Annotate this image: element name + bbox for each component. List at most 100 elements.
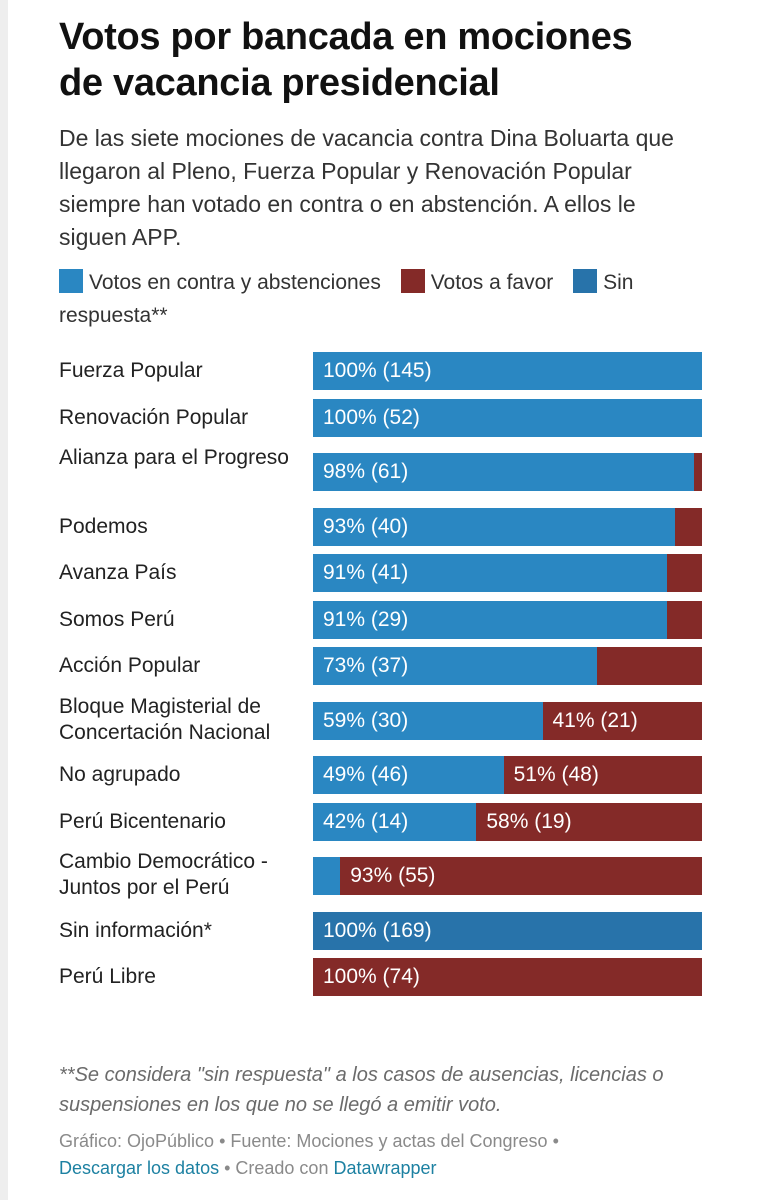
data-label: 59% (30) bbox=[323, 708, 409, 732]
row-label: Fuerza Popular bbox=[59, 359, 203, 382]
bar-row: Bloque Magisterial de Concertación Nacio… bbox=[59, 694, 702, 748]
download-data-link[interactable]: Descargar los datos bbox=[59, 1158, 220, 1178]
legend-item-sin: Sin respuesta** bbox=[59, 269, 634, 327]
row-label: Avanza País bbox=[59, 561, 177, 584]
data-label: 58% (19) bbox=[486, 809, 572, 833]
bar-segment-favor bbox=[542, 701, 702, 740]
legend-label-contra: Votos en contra y abstenciones bbox=[89, 271, 381, 294]
bar-segment-sin bbox=[313, 911, 702, 950]
data-label: 91% (41) bbox=[323, 561, 409, 584]
bar-segment-contra bbox=[313, 352, 702, 390]
chart-footer: Gráfico: OjoPúblico • Fuente: Mociones y… bbox=[59, 1128, 709, 1182]
bar-segment-contra bbox=[313, 507, 675, 546]
chart-subtitle: De las siete mociones de vacancia contra… bbox=[59, 125, 674, 250]
bar-segment-contra bbox=[313, 600, 667, 639]
bar-row: Acción Popular 73% (37) bbox=[59, 647, 702, 685]
bar-segment-favor bbox=[596, 647, 702, 685]
footer-separator: • bbox=[547, 1131, 559, 1151]
data-label: 91% (29) bbox=[323, 607, 409, 631]
chart-title: Votos por bancada en mociones de vacanci… bbox=[59, 14, 709, 106]
stacked-bar-chart: Fuerza Popular 100% (145) Renovación Popul… bbox=[59, 352, 709, 1012]
footer-separator: • bbox=[214, 1131, 231, 1151]
bar-track: 100% (52) bbox=[313, 398, 702, 437]
bar-track: 100% (169) bbox=[313, 911, 702, 950]
data-label: 49% (46) bbox=[323, 763, 409, 786]
title-line-2: de vacancia presidencial bbox=[59, 62, 500, 104]
legend-label-sin: Sin respuesta** bbox=[59, 271, 634, 327]
bar-row: Podemos 93% (40) bbox=[59, 507, 702, 546]
bar-segment-favor bbox=[503, 756, 702, 794]
data-label: 42% (14) bbox=[323, 809, 409, 833]
bar-segment-favor bbox=[340, 857, 702, 895]
row-label: No agrupado bbox=[59, 763, 181, 786]
bar-track: 42% (14) 58% (19) bbox=[313, 802, 702, 841]
bar-track: 91% (41) bbox=[313, 554, 702, 592]
datawrapper-link[interactable]: Datawrapper bbox=[333, 1158, 437, 1178]
footer-separator: • bbox=[219, 1158, 236, 1178]
row-label: Sin información* bbox=[59, 918, 212, 942]
bar-row: Cambio Democrático - Juntos por el Perú 9… bbox=[59, 849, 702, 903]
bar-row: Renovación Popular 100% (52) bbox=[59, 398, 702, 437]
bar-track: 100% (74) bbox=[313, 958, 702, 996]
legend: Votos en contra y abstenciones Votos a f… bbox=[59, 266, 709, 332]
bar-segment-favor bbox=[666, 600, 702, 639]
legend-item-contra: Votos en contra y abstenciones bbox=[59, 269, 381, 294]
row-label: Renovación Popular bbox=[59, 405, 249, 429]
row-label: Perú Bicentenario bbox=[59, 809, 226, 833]
bar-row: Perú Libre 100% (74) bbox=[59, 958, 702, 996]
bar-segment-contra bbox=[313, 398, 702, 437]
bar-row: Sin información* 100% (169) bbox=[59, 911, 702, 950]
bar-segment-favor bbox=[476, 802, 702, 841]
footnote: **Se considera "sin respuesta" a los cas… bbox=[59, 1064, 664, 1116]
row-label: Perú Libre bbox=[59, 965, 156, 988]
bar-track: 49% (46) 51% (48) bbox=[313, 756, 702, 794]
bar-track: 98% (61) bbox=[313, 453, 702, 491]
bar-row: Alianza para el Progreso 98% (61) bbox=[59, 445, 702, 499]
bar-segment-favor bbox=[313, 958, 702, 996]
legend-swatch-favor bbox=[400, 269, 425, 293]
bar-segment-favor bbox=[666, 554, 702, 592]
footer-credit: Gráfico: OjoPúblico bbox=[59, 1131, 215, 1151]
footer-source: Fuente: Mociones y actas del Congreso bbox=[230, 1131, 548, 1151]
data-label: 93% (40) bbox=[323, 514, 409, 538]
data-label: 51% (48) bbox=[513, 763, 599, 786]
bar-segment-favor bbox=[674, 507, 702, 546]
bar-track: 93% (40) bbox=[313, 507, 702, 546]
title-line-1: Votos por bancada en mociones bbox=[59, 16, 633, 58]
bar-segment-contra bbox=[313, 857, 341, 895]
row-label: Cambio Democrático - Juntos por el Perú bbox=[59, 850, 268, 899]
bar-segment-favor bbox=[694, 453, 702, 491]
bar-segment-contra bbox=[313, 453, 695, 491]
legend-swatch-sin bbox=[573, 269, 598, 293]
data-label: 100% (169) bbox=[323, 918, 432, 942]
data-label: 100% (145) bbox=[323, 359, 432, 382]
data-label: 100% (52) bbox=[323, 405, 420, 429]
data-label: 41% (21) bbox=[552, 708, 638, 732]
bar-segment-contra bbox=[313, 701, 543, 740]
bar-row: No agrupado 49% (46) 51% (48) bbox=[59, 756, 702, 794]
legend-item-favor: Votos a favor bbox=[400, 269, 554, 294]
data-label: 98% (61) bbox=[323, 460, 409, 483]
bar-track: 91% (29) bbox=[313, 600, 702, 639]
row-label: Bloque Magisterial de Concertación Nacio… bbox=[59, 694, 271, 744]
bar-row: Perú Bicentenario 42% (14) 58% (19) bbox=[59, 802, 702, 841]
bar-track: 59% (30) 41% (21) bbox=[313, 701, 702, 740]
bar-track: 100% (145) bbox=[313, 352, 702, 390]
bar-row: Avanza País 91% (41) bbox=[59, 554, 702, 592]
bar-segment-contra bbox=[313, 554, 667, 592]
footer-created-with: Creado con bbox=[235, 1158, 329, 1178]
bar-row: Fuerza Popular 100% (145) bbox=[59, 352, 702, 390]
data-label: 100% (74) bbox=[323, 965, 420, 988]
bar-row: Somos Perú 91% (29) bbox=[59, 600, 702, 639]
row-label: Acción Popular bbox=[59, 654, 201, 677]
left-margin-rule bbox=[0, 0, 8, 1200]
bar-segment-contra bbox=[313, 802, 477, 841]
bar-track: 93% (55) bbox=[313, 857, 702, 895]
bar-segment-contra bbox=[313, 756, 504, 794]
legend-label-favor: Votos a favor bbox=[430, 271, 554, 294]
row-label: Podemos bbox=[59, 514, 148, 538]
bar-segment-contra bbox=[313, 647, 597, 685]
chart-container: Votos por bancada en mociones de vacanci… bbox=[59, 14, 709, 1012]
data-label: 93% (55) bbox=[350, 864, 436, 887]
row-label: Somos Perú bbox=[59, 607, 175, 631]
